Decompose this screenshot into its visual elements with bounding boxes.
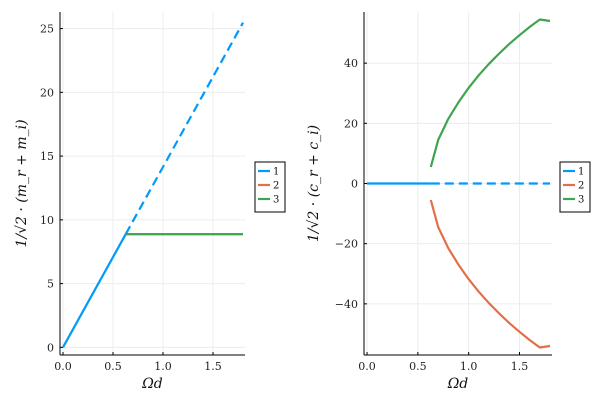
legend-box <box>254 161 286 213</box>
legend-label-3: 3 <box>578 195 584 206</box>
y-tick-label: 20 <box>40 86 54 99</box>
x-tick-label: 1.5 <box>511 360 529 373</box>
x-tick-label: 0.0 <box>54 360 72 373</box>
y-axis-label: 1/√2 · (m_r + m_i) <box>14 119 30 247</box>
series-2-line <box>429 199 551 349</box>
y-axis-label: 1/√2 · (c_r + c_i) <box>306 125 322 242</box>
plot-area <box>367 18 551 349</box>
y-axis-label-text: 1/√2 · (m_r + m_i) <box>14 119 30 247</box>
legend: 1 2 3 <box>559 161 591 213</box>
y-tick-label: −20 <box>335 238 358 251</box>
y-axis-label-text: 1/√2 · (c_r + c_i) <box>306 125 322 242</box>
x-tick-label: 1.0 <box>154 360 172 373</box>
y-tick-label: 5 <box>47 278 54 291</box>
x-tick-label: 0.0 <box>358 360 376 373</box>
plot-area <box>62 22 244 348</box>
legend: 1 2 3 <box>254 161 286 213</box>
legend-box <box>559 161 591 213</box>
y-tick-label: 0 <box>351 178 358 191</box>
legend-label-2: 2 <box>578 181 584 192</box>
y-tick-label: 0 <box>47 341 54 354</box>
legend-label-1: 1 <box>578 167 584 178</box>
x-tick-label: 0.5 <box>104 360 122 373</box>
legend-label-2: 2 <box>273 181 279 192</box>
series-1-line <box>124 22 244 235</box>
x-axis-label: Ωd <box>447 376 469 392</box>
series-3-line <box>429 18 551 168</box>
chart-panel-2: 0.0 0.5 1.0 1.5 −40 −20 0 20 40 Ωd 1/√2 · (c_r + c… <box>306 12 591 392</box>
y-tick-label: 15 <box>40 150 54 163</box>
chart-panel-1: 0.0 0.5 1.0 1.5 0 5 10 15 20 25 Ωd 1/√2 · (m_r + m_… <box>14 12 286 392</box>
x-tick-label: 1.5 <box>204 360 222 373</box>
legend-label-3: 3 <box>273 195 279 206</box>
y-tick-label: −40 <box>335 298 358 311</box>
y-tick-label: 10 <box>40 214 54 227</box>
series-1-line <box>62 233 127 348</box>
y-tick-label: 40 <box>344 57 358 70</box>
y-tick-label: 25 <box>40 23 54 36</box>
x-tick-label: 0.5 <box>409 360 427 373</box>
x-tick-label: 1.0 <box>460 360 478 373</box>
x-axis-label: Ωd <box>141 376 163 392</box>
y-tick-label: 20 <box>344 117 358 130</box>
legend-label-1: 1 <box>273 167 279 178</box>
